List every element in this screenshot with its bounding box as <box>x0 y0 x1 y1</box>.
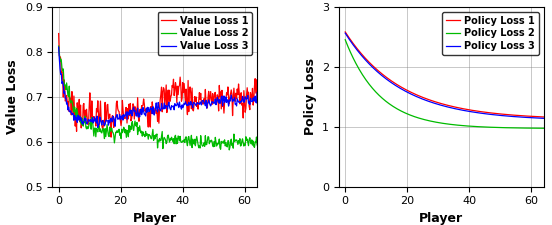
Value Loss 1 <box>56 55 62 57</box>
Value Loss 2 <box>226 148 232 151</box>
Policy Loss 1 <box>459 107 466 110</box>
Value Loss 3 <box>173 104 180 106</box>
Policy Loss 1 <box>522 115 528 117</box>
Line: Value Loss 3: Value Loss 3 <box>59 47 257 128</box>
Policy Loss 3 <box>540 117 547 120</box>
Legend: Policy Loss 1, Policy Loss 2, Policy Loss 3: Policy Loss 1, Policy Loss 2, Policy Los… <box>442 12 539 55</box>
Value Loss 3 <box>224 101 230 104</box>
Policy Loss 1 <box>540 116 547 118</box>
Value Loss 3 <box>174 101 181 104</box>
Policy Loss 3 <box>463 110 470 112</box>
Value Loss 2 <box>173 137 180 139</box>
Policy Loss 1 <box>463 108 470 111</box>
Policy Loss 2 <box>460 124 466 127</box>
Value Loss 1 <box>174 85 181 88</box>
Value Loss 1 <box>254 98 261 101</box>
Policy Loss 2 <box>522 127 528 129</box>
Y-axis label: Policy Loss: Policy Loss <box>304 58 317 135</box>
X-axis label: Player: Player <box>132 212 177 225</box>
Policy Loss 1 <box>342 31 348 33</box>
Policy Loss 2 <box>343 40 349 43</box>
Policy Loss 1 <box>509 114 516 116</box>
Policy Loss 3 <box>459 109 466 112</box>
Value Loss 3 <box>236 101 242 104</box>
Value Loss 3 <box>94 126 101 129</box>
Policy Loss 1 <box>460 107 466 110</box>
Value Loss 2 <box>173 143 179 145</box>
Line: Value Loss 1: Value Loss 1 <box>59 34 257 137</box>
Value Loss 1 <box>55 32 62 35</box>
Policy Loss 2 <box>540 127 547 130</box>
Value Loss 3 <box>178 106 184 108</box>
Policy Loss 2 <box>509 126 516 129</box>
Line: Policy Loss 2: Policy Loss 2 <box>345 40 544 128</box>
X-axis label: Player: Player <box>420 212 464 225</box>
Policy Loss 3 <box>343 33 349 36</box>
Line: Policy Loss 3: Policy Loss 3 <box>345 33 544 118</box>
Policy Loss 3 <box>460 109 466 112</box>
Value Loss 1 <box>173 101 180 104</box>
Value Loss 2 <box>177 135 183 138</box>
Value Loss 2 <box>236 142 242 144</box>
Legend: Value Loss 1, Value Loss 2, Value Loss 3: Value Loss 1, Value Loss 2, Value Loss 3 <box>157 12 252 55</box>
Policy Loss 3 <box>509 115 516 118</box>
Value Loss 2 <box>254 144 261 146</box>
Value Loss 1 <box>224 91 230 94</box>
Value Loss 3 <box>56 57 62 60</box>
Value Loss 1 <box>236 91 242 94</box>
Policy Loss 2 <box>463 125 470 127</box>
Value Loss 2 <box>56 51 62 54</box>
Value Loss 2 <box>222 141 229 144</box>
Value Loss 3 <box>254 91 261 94</box>
Policy Loss 2 <box>459 124 466 127</box>
Line: Value Loss 2: Value Loss 2 <box>59 46 257 150</box>
Policy Loss 3 <box>342 32 348 34</box>
Policy Loss 3 <box>522 116 528 119</box>
Value Loss 2 <box>55 45 62 47</box>
Policy Loss 2 <box>342 38 348 41</box>
Policy Loss 1 <box>343 32 349 34</box>
Value Loss 3 <box>55 46 62 49</box>
Line: Policy Loss 1: Policy Loss 1 <box>345 32 544 117</box>
Value Loss 1 <box>178 84 184 87</box>
Y-axis label: Value Loss: Value Loss <box>7 59 19 134</box>
Value Loss 1 <box>108 136 114 138</box>
